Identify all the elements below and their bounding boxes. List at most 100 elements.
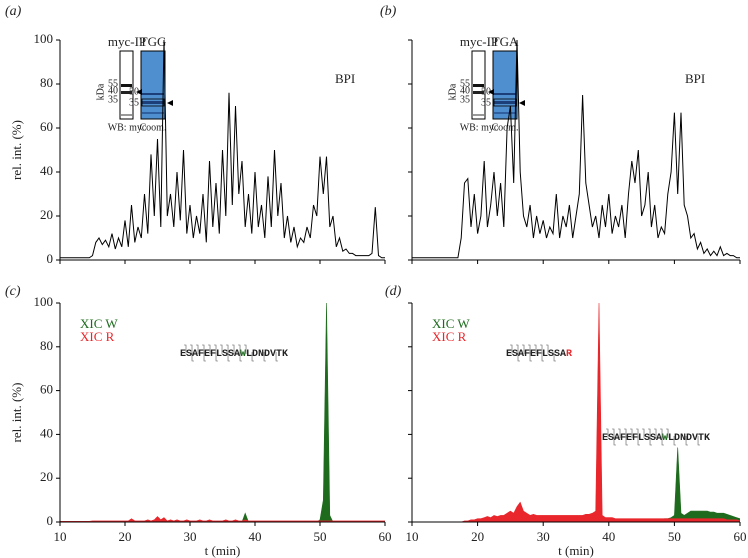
fragment-mark xyxy=(510,344,513,354)
fragment-mark xyxy=(606,428,609,438)
inset-title: myc-IP xyxy=(460,34,498,49)
marker-label: 35 xyxy=(460,94,470,105)
peptide-label: ESAFEFLSSAR xyxy=(506,349,572,360)
peptide-residue: R xyxy=(566,349,572,360)
legend-label: XIC R xyxy=(432,329,467,344)
gel-band xyxy=(142,93,164,95)
x-tick-label: 10 xyxy=(406,529,419,544)
arrowhead xyxy=(519,100,525,106)
gel-band xyxy=(473,84,484,87)
legend-label: XIC W xyxy=(80,316,118,331)
peptide-part: ESAFEFLSSA xyxy=(506,349,566,360)
fragment-mark xyxy=(685,436,689,446)
fragment-mark xyxy=(546,344,549,354)
marker-label: 40 xyxy=(460,85,470,96)
x-tick-label: 20 xyxy=(471,529,484,544)
marker-label: 50 xyxy=(129,86,139,97)
area-line xyxy=(412,447,741,523)
panel-label: (b) xyxy=(380,4,397,19)
marker-label: 35 xyxy=(129,97,139,108)
x-tick-label: 30 xyxy=(537,529,550,544)
fragment-mark xyxy=(226,344,229,354)
fragment-mark xyxy=(534,344,537,354)
x-tick-label: 20 xyxy=(119,529,132,544)
arrowhead xyxy=(167,100,173,106)
y-tick-label: 80 xyxy=(40,338,53,353)
marker-label: 40 xyxy=(108,85,118,96)
y-tick-label: 100 xyxy=(34,294,54,309)
fragment-mark xyxy=(612,428,615,438)
fragment-mark xyxy=(215,352,219,362)
x-tick-label: 50 xyxy=(668,529,681,544)
peptide-part: LDNDVTK xyxy=(668,433,710,444)
fragment-mark xyxy=(613,436,617,446)
area-line xyxy=(60,516,385,522)
fragment-mark xyxy=(625,436,629,446)
marker-label: 55 xyxy=(460,78,470,89)
fragment-mark xyxy=(666,428,669,438)
peptide-part: LDNDVTK xyxy=(246,349,288,360)
x-axis-label: t (min) xyxy=(205,543,241,558)
fragment-mark xyxy=(244,344,247,354)
fragment-mark xyxy=(522,344,525,354)
fragment-mark xyxy=(660,428,663,438)
fragment-mark xyxy=(191,352,195,362)
y-tick-label: 0 xyxy=(47,513,54,528)
fragment-mark xyxy=(227,352,231,362)
peptide-label: ESAFEFLSSAWLDNDVTK xyxy=(180,349,288,360)
trace xyxy=(412,39,740,259)
fragment-mark xyxy=(654,428,657,438)
unit-label: kDa xyxy=(95,83,106,100)
area-line xyxy=(412,302,741,523)
marker-label: 55 xyxy=(108,78,118,89)
inset-title: TGG xyxy=(140,34,167,49)
band-box xyxy=(141,98,165,107)
fragment-mark xyxy=(239,352,243,362)
fragment-mark xyxy=(214,344,217,354)
fragment-mark xyxy=(649,436,653,446)
gel-lane xyxy=(140,50,166,120)
inset-title: TGA xyxy=(492,34,519,49)
gel-band xyxy=(142,112,164,114)
marker-label: 50 xyxy=(481,86,491,97)
y-tick-label: 20 xyxy=(40,207,53,222)
fragment-mark xyxy=(184,344,187,354)
y-tick-label: 0 xyxy=(47,251,54,266)
fragment-mark xyxy=(661,436,665,446)
fragment-mark xyxy=(637,436,641,446)
fragment-mark xyxy=(275,352,279,362)
fragment-mark xyxy=(190,344,193,354)
fragment-mark xyxy=(540,344,543,354)
inset-caption: WB: myc xyxy=(460,122,499,133)
fragment-mark xyxy=(238,344,241,354)
fragment-mark xyxy=(624,428,627,438)
fragment-mark xyxy=(232,344,235,354)
x-tick-label: 40 xyxy=(602,529,615,544)
marker-label: 35 xyxy=(481,97,491,108)
fragment-mark xyxy=(618,428,621,438)
area-fill xyxy=(412,447,740,522)
annotation: BPI xyxy=(335,71,355,86)
peptide-part: ESAFEFLSSA xyxy=(180,349,240,360)
fragment-mark xyxy=(220,344,223,354)
panel-label: (d) xyxy=(385,284,402,299)
peptide-residue: W xyxy=(240,349,246,360)
fragment-mark xyxy=(202,344,205,354)
peptide-part: ESAFEFLSSA xyxy=(602,433,662,444)
inset-caption: Coom. xyxy=(492,122,519,133)
annotation: BPI xyxy=(685,71,705,86)
fragment-mark xyxy=(630,428,633,438)
y-tick-label: 60 xyxy=(40,119,53,134)
panel-label: (c) xyxy=(5,284,21,299)
legend-label: XIC W xyxy=(432,316,470,331)
fragment-mark xyxy=(517,352,521,362)
y-tick-label: 60 xyxy=(40,382,53,397)
panel-label: (a) xyxy=(5,4,22,19)
x-tick-label: 60 xyxy=(379,529,392,544)
fragment-mark xyxy=(648,428,651,438)
fragment-mark xyxy=(553,352,557,362)
fragment-mark xyxy=(636,428,639,438)
fragment-mark xyxy=(196,344,199,354)
arrowhead xyxy=(136,89,142,95)
